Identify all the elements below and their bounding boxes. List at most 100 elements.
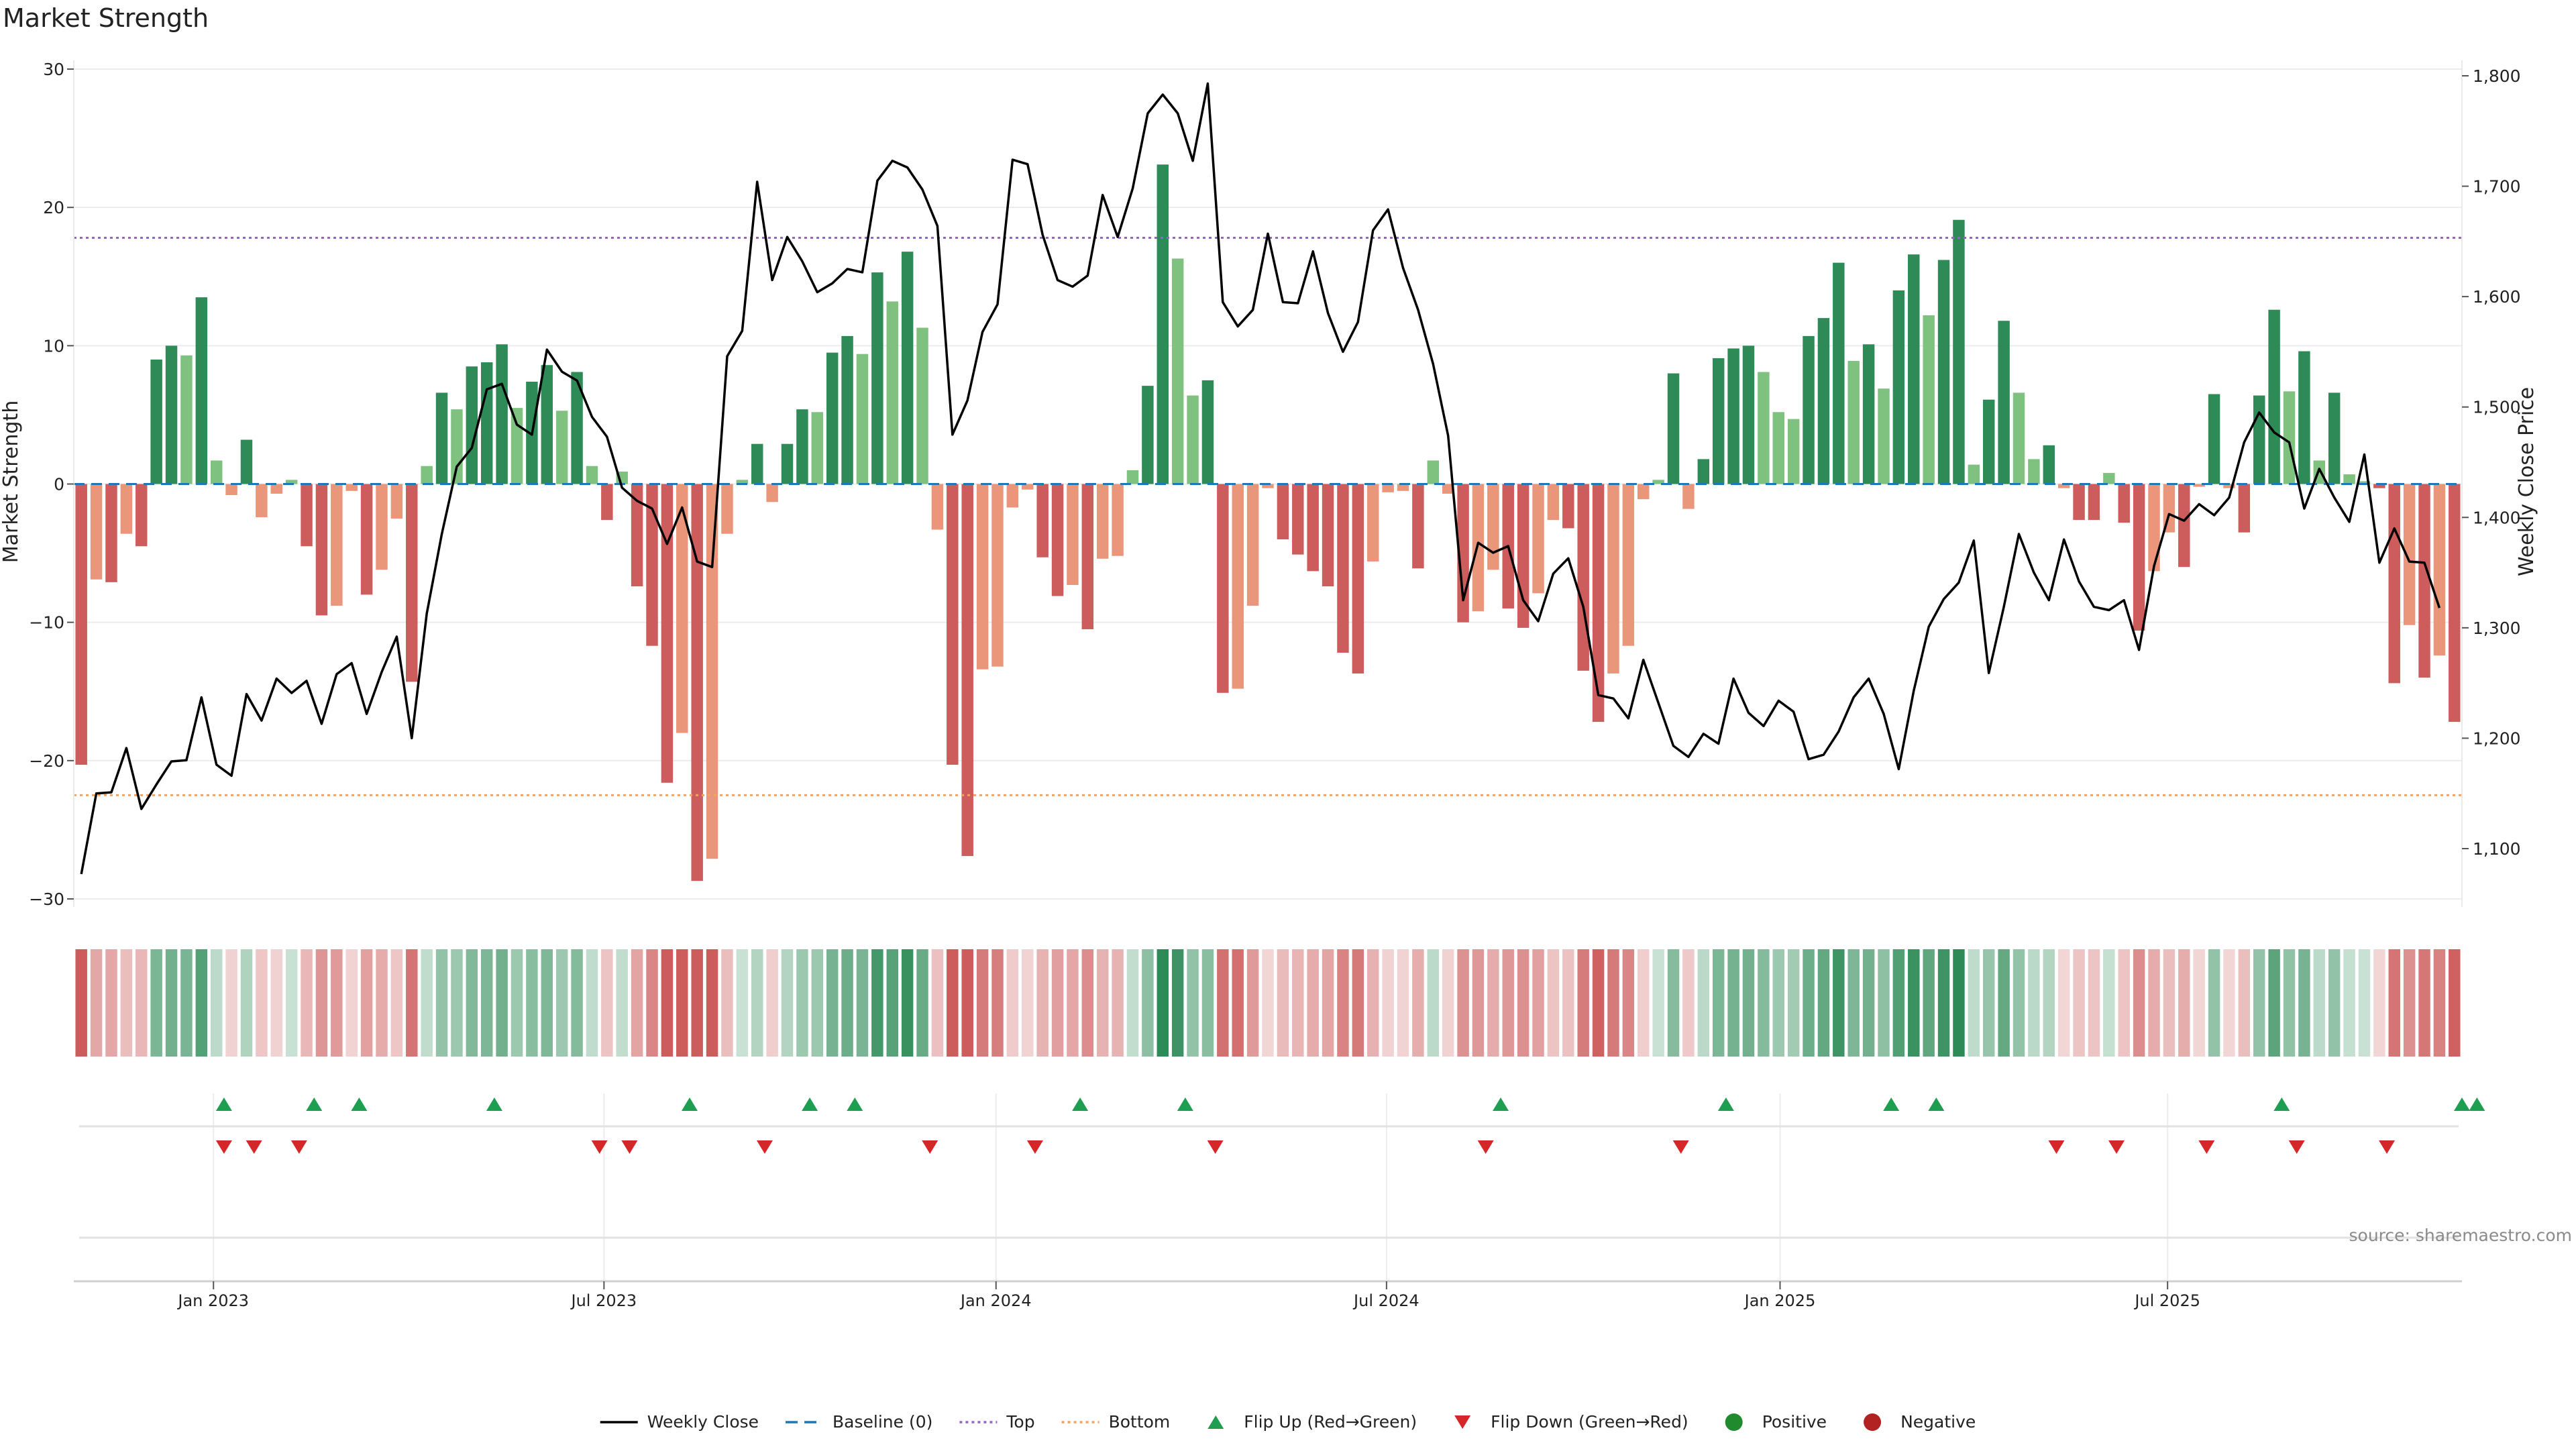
- heat-cell: [390, 949, 403, 1057]
- heat-cell: [1982, 949, 1995, 1057]
- heat-cell: [1727, 949, 1739, 1057]
- source-label: source: sharemaestro.com: [2349, 1226, 2573, 1245]
- strength-bar: [1036, 484, 1049, 557]
- heat-cell: [406, 949, 418, 1057]
- heat-cell: [240, 949, 253, 1057]
- flip-up-marker: [1928, 1097, 1945, 1111]
- flip-down-marker: [2379, 1140, 2396, 1154]
- heat-cell: [886, 949, 898, 1057]
- heat-cell: [1246, 949, 1259, 1057]
- strength-bar: [225, 484, 237, 495]
- strength-bar: [105, 484, 117, 582]
- heat-cell: [1067, 949, 1079, 1057]
- legend-marker-flip-down: [1454, 1415, 1471, 1429]
- heat-cell: [1277, 949, 1289, 1057]
- heat-cell: [210, 949, 223, 1057]
- heat-cell: [451, 949, 463, 1057]
- strength-bar: [435, 392, 448, 484]
- heat-cell: [1562, 949, 1574, 1057]
- heat-cell: [1262, 949, 1274, 1057]
- heat-cell: [1968, 949, 1980, 1057]
- heat-cell: [150, 949, 162, 1057]
- heat-cell: [1742, 949, 1755, 1057]
- strength-bar: [2388, 484, 2400, 684]
- y-tick-label: −20: [29, 751, 64, 771]
- strength-bar: [285, 480, 298, 484]
- heat-cell: [256, 949, 268, 1057]
- strength-bar: [1187, 395, 1199, 484]
- flip-up-marker: [2469, 1097, 2485, 1111]
- strength-bar: [2403, 484, 2416, 625]
- legend-label: Baseline (0): [833, 1412, 932, 1432]
- heat-cell: [2388, 949, 2400, 1057]
- flip-up-marker: [1072, 1097, 1089, 1111]
- strength-bar: [2028, 459, 2040, 484]
- heat-cell: [1878, 949, 1890, 1057]
- flip-down-marker: [621, 1140, 638, 1154]
- strength-bar: [195, 297, 208, 484]
- heat-cell: [766, 949, 778, 1057]
- strength-bar: [1697, 459, 1710, 484]
- strength-bar: [1953, 219, 1965, 484]
- x-tick-label: Jul 2024: [1352, 1291, 1419, 1310]
- heat-cell: [691, 949, 703, 1057]
- heat-cell: [1112, 949, 1124, 1057]
- heat-cell: [1652, 949, 1664, 1057]
- x-tick-label: Jan 2024: [959, 1291, 1032, 1310]
- strength-bar: [1322, 484, 1334, 587]
- heat-cell: [1487, 949, 1499, 1057]
- flip-down-marker: [591, 1140, 608, 1154]
- strength-bar: [256, 484, 268, 517]
- strength-bar: [1292, 484, 1304, 555]
- flip-down-marker: [2288, 1140, 2305, 1154]
- heat-cell: [165, 949, 178, 1057]
- heat-cell: [1772, 949, 1784, 1057]
- strength-bar: [165, 345, 178, 484]
- heat-cell: [1006, 949, 1019, 1057]
- heat-cell: [1908, 949, 1920, 1057]
- y-tick-label: −30: [29, 890, 64, 909]
- strength-bar: [1937, 260, 1950, 484]
- heat-cell: [871, 949, 883, 1057]
- strength-bar: [2328, 392, 2341, 484]
- strength-bar: [376, 484, 388, 570]
- y2-tick-label: 1,600: [2473, 287, 2521, 307]
- strength-bar: [871, 272, 883, 484]
- strength-bar: [1412, 484, 1424, 569]
- strength-bar: [2178, 484, 2190, 568]
- flip-down-marker: [246, 1140, 262, 1154]
- heat-cell: [136, 949, 148, 1057]
- heat-cell: [541, 949, 553, 1057]
- heat-cell: [1201, 949, 1214, 1057]
- heat-cell: [1803, 949, 1815, 1057]
- strength-bar: [496, 344, 508, 484]
- flip-up-marker: [2454, 1097, 2470, 1111]
- heat-cell: [1697, 949, 1710, 1057]
- heat-cell: [2012, 949, 2025, 1057]
- flip-down-marker: [1207, 1140, 1224, 1154]
- heat-cell: [75, 949, 87, 1057]
- heat-cell: [916, 949, 928, 1057]
- heat-cell: [511, 949, 523, 1057]
- heat-cell: [2133, 949, 2145, 1057]
- flip-markers: [79, 1097, 2485, 1239]
- strength-bars: [75, 164, 2461, 881]
- strength-bar: [856, 354, 869, 484]
- strength-bar: [2223, 484, 2235, 488]
- flip-up-marker: [802, 1097, 818, 1111]
- heat-cell: [1352, 949, 1364, 1057]
- legend-label: Positive: [1762, 1412, 1827, 1432]
- legend-label: Bottom: [1109, 1412, 1171, 1432]
- heat-cell: [1457, 949, 1469, 1057]
- heat-cell: [1547, 949, 1560, 1057]
- heat-cell: [2343, 949, 2355, 1057]
- heat-cell: [2238, 949, 2251, 1057]
- strength-bar: [345, 484, 358, 491]
- y-tick-label: 10: [43, 336, 64, 356]
- strength-bar: [1667, 373, 1680, 484]
- strength-bar: [2418, 484, 2430, 678]
- strength-bar: [1727, 348, 1739, 484]
- strength-bar: [961, 484, 973, 857]
- heat-cell: [1427, 949, 1440, 1057]
- heat-cell: [1953, 949, 1965, 1057]
